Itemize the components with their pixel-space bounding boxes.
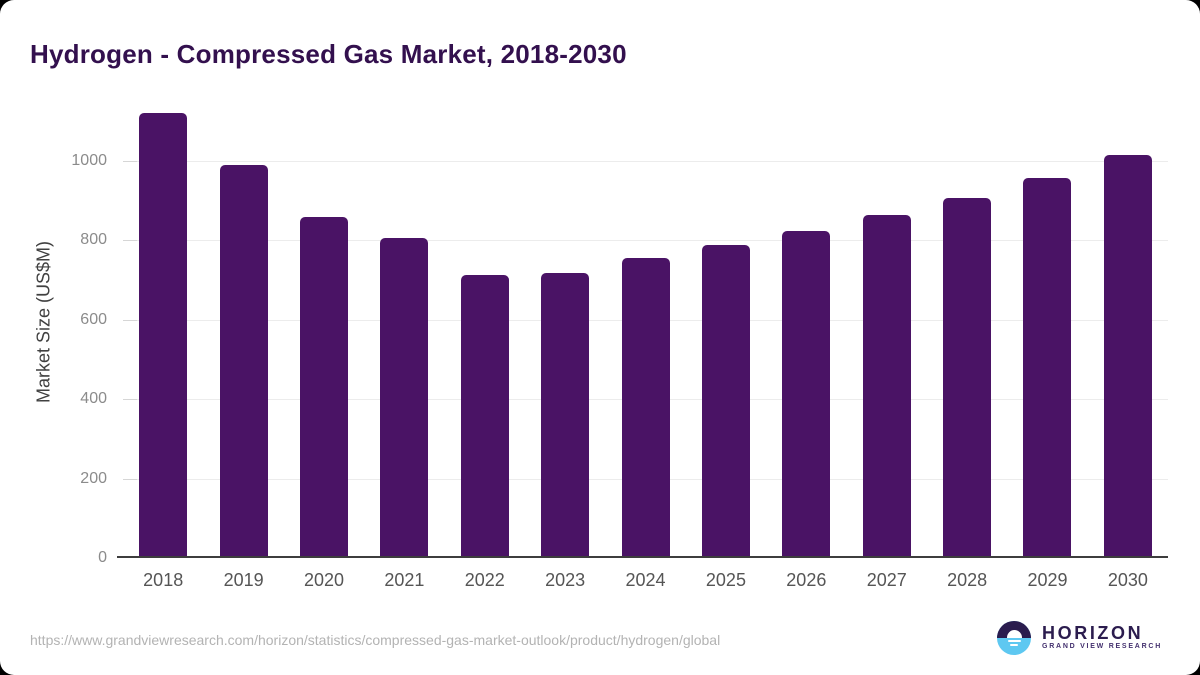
bar-slot-2023 — [525, 99, 605, 558]
logo-sun-icon — [1006, 630, 1022, 638]
bar-slot-2024 — [605, 99, 685, 558]
y-tick-mark — [123, 399, 137, 401]
logo-subtitle: GRAND VIEW RESEARCH — [1042, 643, 1162, 650]
y-tick-label: 0 — [98, 549, 107, 566]
y-tick-label: 600 — [80, 310, 107, 328]
x-axis-label-2019: 2019 — [223, 570, 264, 590]
bar-2019 — [219, 165, 268, 558]
bar-2021 — [380, 238, 429, 558]
logo-title: HORIZON — [1042, 623, 1144, 643]
x-axis-line — [117, 556, 1168, 558]
y-tick-label: 200 — [80, 469, 107, 487]
bar-2027 — [862, 215, 911, 558]
x-axis-label-2027: 2027 — [866, 570, 907, 590]
y-tick-label: 1000 — [71, 151, 107, 169]
bar-2023 — [541, 273, 590, 558]
gridline-800 — [123, 240, 1168, 242]
bar-slot-2025 — [686, 99, 766, 558]
logo-text: HORIZON GRAND VIEW RESEARCH — [1042, 623, 1162, 650]
bar-slot-2028 — [927, 99, 1007, 558]
x-axis-label-2018: 2018 — [143, 570, 184, 590]
bar-2028 — [943, 198, 992, 558]
y-axis-tick-labels: 0 200 400 600 800 1000 — [27, 99, 107, 565]
bar-2022 — [460, 275, 509, 558]
logo-reflection-line — [1010, 644, 1019, 647]
y-tick-label: 800 — [80, 231, 107, 249]
bar-2018 — [139, 113, 188, 558]
plot-area — [123, 99, 1168, 558]
bar-2020 — [299, 217, 348, 558]
x-axis-label-2028: 2028 — [947, 570, 988, 590]
horizon-logo-icon — [997, 621, 1032, 655]
x-axis-label-2020: 2020 — [303, 570, 344, 590]
bar-2026 — [782, 231, 831, 558]
x-axis-label-2024: 2024 — [625, 570, 666, 590]
logo-reflection-line — [1007, 639, 1021, 643]
x-axis-label-2021: 2021 — [384, 570, 425, 590]
y-tick-mark — [123, 240, 137, 242]
bar-slot-2022 — [445, 99, 525, 558]
bar-slot-2019 — [203, 99, 283, 558]
x-axis-tick-labels: 2018 2019 2020 2021 2022 2023 2024 2025 2026 2027… — [123, 570, 1168, 591]
bar-slot-2020 — [284, 99, 364, 558]
x-axis-label-2026: 2026 — [786, 570, 827, 590]
x-axis-label-2023: 2023 — [545, 570, 586, 590]
y-tick-mark — [123, 319, 137, 321]
y-tick-mark — [123, 160, 137, 162]
bar-slot-2027 — [847, 99, 927, 558]
bar-slot-2030 — [1088, 99, 1168, 558]
bar-2025 — [701, 245, 750, 558]
bar-2029 — [1023, 178, 1072, 558]
gridline-1000 — [123, 160, 1168, 162]
y-tick-label: 400 — [80, 390, 107, 408]
bar-series — [123, 99, 1168, 558]
chart-title: Hydrogen - Compressed Gas Market, 2018-2… — [30, 39, 627, 70]
bar-slot-2029 — [1007, 99, 1087, 558]
horizon-logo: HORIZON GRAND VIEW RESEARCH — [997, 621, 1162, 655]
x-axis-label-2029: 2029 — [1027, 570, 1068, 590]
source-url: https://www.grandviewresearch.com/horizo… — [30, 632, 721, 648]
bar-2030 — [1103, 155, 1152, 558]
x-axis-label-2022: 2022 — [464, 570, 505, 590]
x-axis-label-2025: 2025 — [705, 570, 746, 590]
y-tick-mark — [123, 478, 137, 480]
bar-slot-2026 — [766, 99, 846, 558]
x-axis-label-2030: 2030 — [1107, 570, 1148, 590]
bar-slot-2018 — [123, 99, 203, 558]
logo-sky-half — [997, 621, 1032, 638]
bar-2024 — [621, 258, 670, 558]
bar-slot-2021 — [364, 99, 444, 558]
